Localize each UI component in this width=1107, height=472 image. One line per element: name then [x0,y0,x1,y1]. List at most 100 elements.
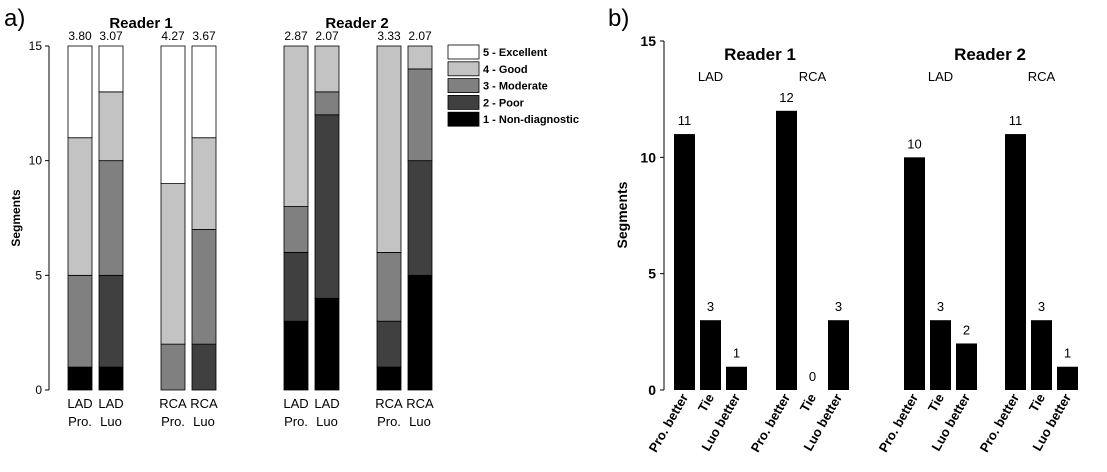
panel-b-bar [1005,134,1026,390]
panel-b-category-label: Tie [925,391,947,415]
panel-a-group-title: Reader 2 [325,15,388,32]
panel-a-legend-swatch [447,61,480,77]
panel-a-mean-label: 2.87 [284,29,308,43]
panel-a-x-label-method: Pro. [377,414,401,429]
panel-a-group-title: Reader 1 [109,15,172,32]
panel-b-y-tick-label: 0 [648,382,656,398]
panel-a-legend-label: 3 - Moderate [483,81,548,93]
panel-a-stack-segment [160,343,186,391]
panel-a-stack-segment [67,45,93,139]
panel-a-mean-label: 3.80 [68,29,92,43]
panel-b-bar [828,320,849,390]
panel-b-value-label: 3 [707,299,714,314]
panel-a-stack-segment [160,45,186,185]
panel-b-category-label: Pro. better [646,391,691,455]
panel-a-legend-swatch [447,44,480,60]
panel-a-x-label-vessel: RCA [190,396,218,411]
panel-b-value-label: 0 [809,369,816,384]
panel-b-value-label: 11 [678,113,692,128]
panel-b-category-label: Tie [695,391,717,415]
panel-b-vessel-label: RCA [1028,69,1056,84]
panel-a-legend-label: 1 - Non-diagnostic [483,114,579,126]
panel-b-reader-title: Reader 2 [954,45,1026,64]
panel-a-x-label-method: Luo [409,414,431,429]
panel-a-stack-segment [67,274,93,368]
panel-a-stack-segment [314,91,340,116]
panel-b-bar [726,366,747,390]
panel-a-stack-segment [314,114,340,299]
panel-a-stack-segment [283,206,309,253]
panel-b-value-label: 12 [779,90,793,105]
panel-a-stack-segment [314,45,340,93]
panel-b-y-axis-label: Segments [614,181,630,248]
panel-a-stack-segment [376,251,402,322]
panel-a-x-label-vessel: LAD [67,396,92,411]
panel-a-stack-segment [191,343,217,391]
panel-a-legend-label: 4 - Good [483,64,528,76]
panel-b-bar [956,343,977,390]
panel-b-bar [674,134,695,390]
panel-a-x-label-method: Pro. [161,414,185,429]
panel-a-legend-label: 2 - Poor [483,97,525,109]
panel-a-mean-label: 2.07 [315,29,339,43]
panel-a-stack-segment [283,45,309,207]
panel-b-category-label: Pro. better [977,391,1022,455]
panel-a-stack-segment [376,366,402,391]
panel-b-bar [1057,366,1078,390]
panel-a-mean-label: 4.27 [161,29,185,43]
panel-b-value-label: 3 [835,299,842,314]
panel-a-mean-label: 3.67 [192,29,216,43]
panel-b-category-label: Tie [797,391,819,415]
panel-b-value-label: 3 [937,299,944,314]
panel-a-stack-segment [407,45,433,70]
panel-a-stack-segment [376,320,402,368]
panel-a-stack-segment [283,320,309,391]
panel-b-vessel-label: LAD [928,69,953,84]
panel-a: a) Segments 0 5 10 15 Reader 1 3.80 LAD Pro. 3.… [4,5,579,429]
panel-a-x-label-method: Luo [316,414,338,429]
panel-a-mean-label: 2.07 [408,29,432,43]
panel-a-mean-label: 3.07 [99,29,123,43]
panel-b-value-label: 1 [1064,346,1071,361]
panel-a-stack-segment [407,160,433,276]
panel-b-bar [1031,320,1052,390]
panel-b-bar [776,110,797,391]
panel-a-y-tick-label: 15 [29,39,43,53]
panel-a-stack-segment [191,45,217,139]
panel-a-stack-segment [98,45,124,93]
panel-a-y-tick-label: 5 [35,268,42,282]
panel-b-value-label: 10 [907,136,921,151]
panel-b-vessel-label: RCA [799,69,827,84]
panel-b-value-label: 3 [1038,299,1045,314]
panel-a-stack-segment [314,297,340,391]
panel-b-category-label: Pro. better [876,391,921,455]
panel-a-x-label-method: Luo [100,414,122,429]
panel-a-stack-segment [67,137,93,276]
panel-b-category-label: Pro. better [748,391,793,455]
panel-b-bar [904,157,925,390]
panel-b-value-label: 11 [1009,113,1023,128]
panel-a-legend-swatch [447,95,480,110]
panel-a-stack-segment [191,137,217,230]
panel-b-category-label: Tie [1026,391,1048,415]
panel-a-x-label-vessel: LAD [283,396,308,411]
panel-b-label: b) [608,5,629,32]
panel-a-stack-segment [407,274,433,391]
panel-b-bar [930,320,951,390]
panel-a-legend: 5 - Excellent 4 - Good 3 - Moderate 2 - Poo… [447,44,579,127]
panel-a-x-label-method: Pro. [68,414,92,429]
panel-a-stack-segment [98,274,124,368]
panel-b-value-label: 2 [963,322,970,337]
panel-b-value-label: 1 [733,346,740,361]
panel-a-y-axis: 0 5 10 15 [29,39,50,397]
panel-a-stack-segment [376,45,402,253]
panel-a-y-tick-label: 0 [35,383,42,397]
panel-b-reader-title: Reader 1 [724,45,796,64]
panel-a-y-tick-label: 10 [29,154,43,168]
panel-a-stack-segment [98,366,124,391]
panel-b-y-tick-label: 15 [640,33,656,49]
panel-a-legend-label: 5 - Excellent [483,47,548,59]
panel-a-x-label-vessel: LAD [98,396,123,411]
panel-a-stack-segment [160,183,186,345]
